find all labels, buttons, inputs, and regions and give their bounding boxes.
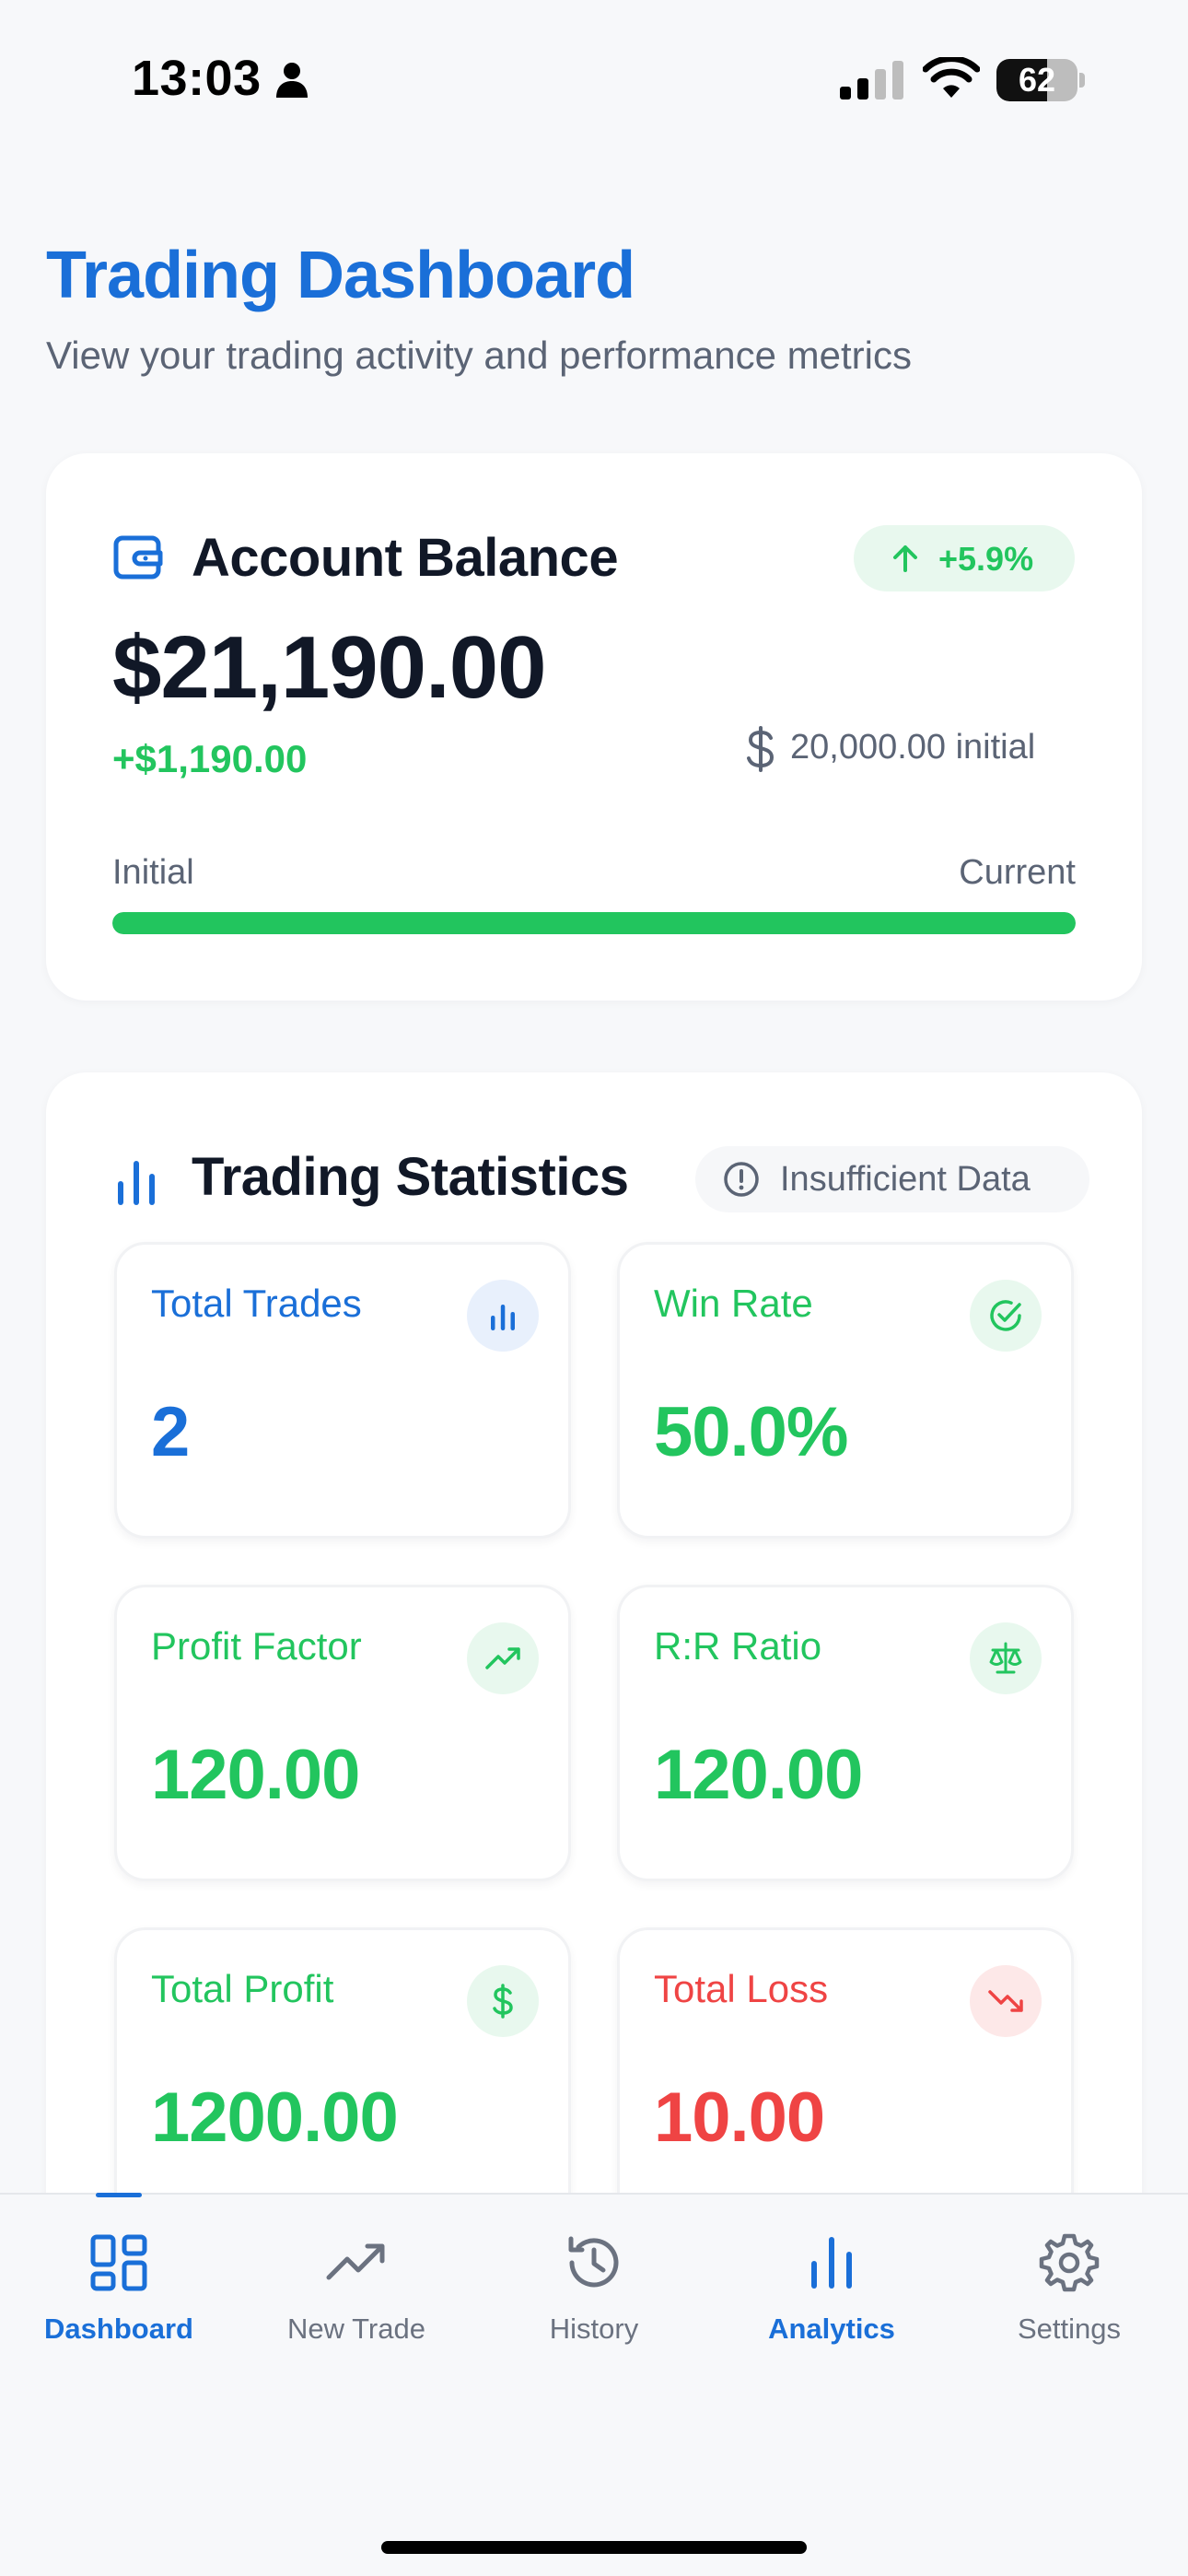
stat-value: 2 [151,1393,190,1471]
nav-label: Dashboard [44,2313,193,2345]
progress-label-initial: Initial [112,853,194,892]
alert-circle-icon [724,1162,759,1197]
check-circle-icon [970,1280,1042,1352]
dollar-icon [747,726,775,772]
trending-down-icon [970,1965,1042,2037]
status-time: 13:03 [132,51,262,106]
battery-icon: 62 [996,59,1085,101]
balance-progress-fill [112,912,1076,934]
stat-tile-total-trades[interactable]: Total Trades 2 [114,1242,571,1539]
stat-label: Total Profit [151,1967,334,2010]
wifi-icon [923,57,980,98]
nav-item-history[interactable]: History [475,2195,713,2370]
stat-tile-profit-factor[interactable]: Profit Factor 120.00 [114,1585,571,1881]
history-icon [568,2236,619,2288]
scale-icon [970,1622,1042,1694]
insufficient-data-text: Insufficient Data [780,1160,1031,1199]
nav-label: New Trade [287,2313,425,2345]
nav-item-dashboard[interactable]: Dashboard [0,2193,238,2370]
nav-label: Settings [1017,2313,1121,2345]
nav-item-analytics[interactable]: Analytics [713,2195,950,2370]
page-subtitle: View your trading activity and performan… [46,334,912,377]
initial-amount: 20,000.00 initial [790,728,1036,767]
nav-label: History [549,2313,639,2345]
stat-value: 10.00 [654,2078,825,2157]
home-indicator[interactable] [381,2541,807,2554]
stat-tile-rr-ratio[interactable]: R:R Ratio 120.00 [617,1585,1074,1881]
dollar-icon [467,1965,539,2037]
trending-up-icon [467,1622,539,1694]
dashboard-icon [90,2234,147,2291]
wallet-icon [113,535,163,580]
active-tab-indicator [96,2193,142,2197]
signal-icon [840,61,903,100]
nav-label: Analytics [768,2313,895,2345]
bottom-navigation: Dashboard New Trade History Analytics [0,2193,1188,2576]
growth-badge: +5.9% [854,525,1075,591]
account-balance-card: Account Balance +5.9% $21,190.00 +$1,190… [46,453,1142,1001]
balance-progress-bar [112,912,1076,934]
gear-icon [1039,2233,1100,2292]
stat-value: 120.00 [654,1736,863,1814]
trading-statistics-title: Trading Statistics [192,1147,629,1207]
stat-value: 50.0% [654,1393,848,1471]
bar-chart-icon [467,1280,539,1352]
nav-item-settings[interactable]: Settings [950,2195,1188,2370]
insufficient-data-badge: Insufficient Data [695,1146,1089,1212]
trending-up-icon [326,2243,385,2280]
stat-label: Win Rate [654,1282,813,1325]
stat-tile-win-rate[interactable]: Win Rate 50.0% [617,1242,1074,1539]
stat-label: R:R Ratio [654,1624,822,1668]
bar-chart-icon [118,1161,155,1205]
stat-label: Profit Factor [151,1624,362,1668]
stat-value: 1200.00 [151,2078,399,2157]
progress-label-current: Current [959,853,1076,892]
stat-value: 120.00 [151,1736,360,1814]
stat-tile-total-profit[interactable]: Total Profit 1200.00 [114,1927,571,2224]
battery-level: 62 [1018,61,1056,99]
stat-label: Total Trades [151,1282,362,1325]
status-bar: 13:03 62 [0,0,1188,157]
person-icon [276,63,308,98]
stat-label: Total Loss [654,1967,829,2010]
growth-percent: +5.9% [938,540,1034,578]
arrow-up-icon [893,545,917,572]
balance-value: $21,190.00 [112,618,546,717]
account-balance-title: Account Balance [192,528,619,588]
balance-change: +$1,190.00 [112,737,308,780]
page-title: Trading Dashboard [46,239,635,312]
stat-tile-total-loss[interactable]: Total Loss 10.00 [617,1927,1074,2224]
nav-item-new-trade[interactable]: New Trade [238,2195,475,2370]
bar-chart-icon [811,2237,852,2289]
